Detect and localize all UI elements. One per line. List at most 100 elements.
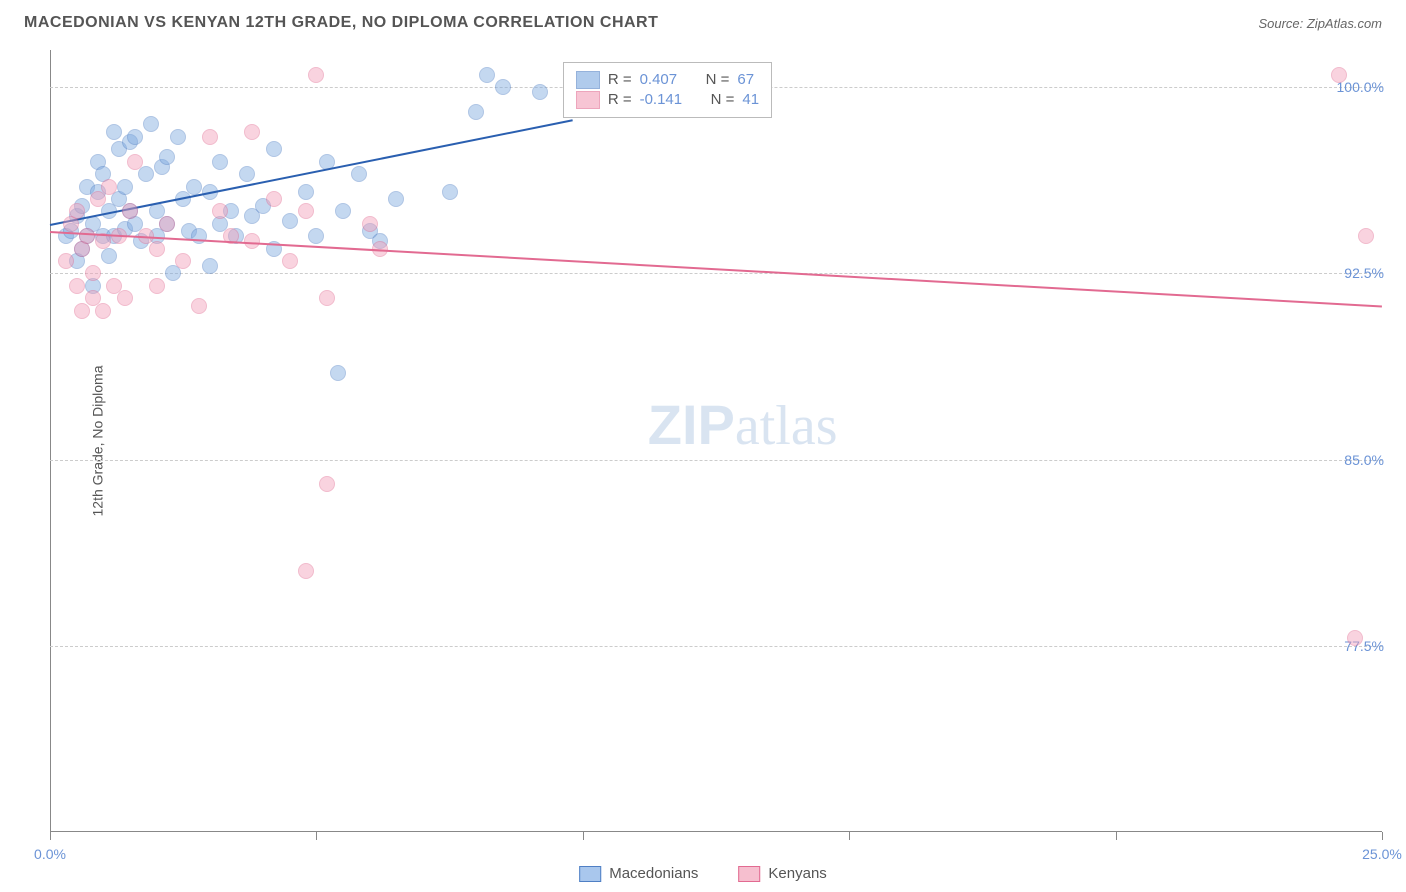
stats-legend-row: R = -0.141 N = 41: [576, 91, 759, 109]
scatter-point: [202, 258, 218, 274]
watermark-light: atlas: [735, 395, 838, 457]
legend-r-value: -0.141: [640, 91, 683, 108]
scatter-point: [388, 191, 404, 207]
grid-line: [50, 646, 1382, 647]
y-axis-line: [50, 50, 51, 832]
x-tick-label: 25.0%: [1362, 846, 1402, 862]
scatter-point: [330, 365, 346, 381]
scatter-point: [101, 179, 117, 195]
y-tick-label: 92.5%: [1344, 265, 1384, 281]
scatter-point: [212, 203, 228, 219]
chart-container: MACEDONIAN VS KENYAN 12TH GRADE, NO DIPL…: [0, 0, 1406, 892]
scatter-point: [495, 79, 511, 95]
scatter-point: [127, 154, 143, 170]
legend-r-value: 0.407: [640, 71, 678, 88]
legend-n-value: 41: [742, 91, 759, 108]
scatter-point: [308, 228, 324, 244]
scatter-point: [468, 104, 484, 120]
source-label: Source: ZipAtlas.com: [1258, 16, 1382, 31]
scatter-point: [170, 129, 186, 145]
scatter-point: [58, 253, 74, 269]
y-tick-label: 100.0%: [1337, 79, 1384, 95]
y-tick-label: 85.0%: [1344, 452, 1384, 468]
scatter-point: [191, 298, 207, 314]
x-tick: [849, 832, 850, 840]
legend-swatch: [576, 71, 600, 89]
scatter-point: [138, 166, 154, 182]
scatter-point: [298, 203, 314, 219]
scatter-point: [335, 203, 351, 219]
scatter-point: [101, 248, 117, 264]
scatter-point: [442, 184, 458, 200]
scatter-point: [479, 67, 495, 83]
plot-area: ZIPatlas 77.5%85.0%92.5%100.0%0.0%25.0%R…: [50, 50, 1382, 832]
scatter-point: [298, 563, 314, 579]
scatter-point: [202, 129, 218, 145]
scatter-point: [532, 84, 548, 100]
legend-n-label: N =: [706, 71, 730, 88]
x-tick: [1382, 832, 1383, 840]
scatter-point: [362, 216, 378, 232]
scatter-point: [298, 184, 314, 200]
bottom-legend-item: Macedonians: [579, 865, 698, 882]
scatter-point: [159, 216, 175, 232]
legend-r-label: R =: [608, 91, 632, 108]
legend-label: Macedonians: [609, 865, 698, 882]
scatter-point: [85, 265, 101, 281]
regression-line: [50, 231, 1382, 307]
x-axis-line: [50, 831, 1382, 832]
scatter-point: [1358, 228, 1374, 244]
scatter-point: [106, 124, 122, 140]
legend-r-label: R =: [608, 71, 632, 88]
legend-n-value: 67: [737, 71, 754, 88]
scatter-point: [143, 116, 159, 132]
legend-n-label: N =: [711, 91, 735, 108]
scatter-point: [244, 124, 260, 140]
chart-title: MACEDONIAN VS KENYAN 12TH GRADE, NO DIPL…: [24, 14, 658, 32]
scatter-point: [1347, 630, 1363, 646]
x-tick: [316, 832, 317, 840]
scatter-point: [1331, 67, 1347, 83]
legend-swatch: [576, 91, 600, 109]
grid-line: [50, 460, 1382, 461]
scatter-point: [159, 149, 175, 165]
legend-swatch: [738, 866, 760, 882]
scatter-point: [79, 228, 95, 244]
scatter-point: [351, 166, 367, 182]
bottom-legend-item: Kenyans: [738, 865, 826, 882]
scatter-point: [191, 228, 207, 244]
stats-legend: R = 0.407 N = 67R = -0.141 N = 41: [563, 62, 772, 118]
scatter-point: [266, 141, 282, 157]
scatter-point: [95, 303, 111, 319]
scatter-point: [239, 166, 255, 182]
scatter-point: [308, 67, 324, 83]
watermark: ZIPatlas: [648, 392, 838, 458]
scatter-point: [212, 154, 228, 170]
x-tick: [1116, 832, 1117, 840]
scatter-point: [149, 278, 165, 294]
scatter-point: [69, 203, 85, 219]
grid-line: [50, 273, 1382, 274]
bottom-legend: Macedonians Kenyans: [579, 865, 827, 882]
scatter-point: [117, 290, 133, 306]
scatter-point: [117, 179, 133, 195]
scatter-point: [186, 179, 202, 195]
stats-legend-row: R = 0.407 N = 67: [576, 71, 759, 89]
scatter-point: [282, 253, 298, 269]
scatter-point: [122, 203, 138, 219]
scatter-point: [175, 253, 191, 269]
header: MACEDONIAN VS KENYAN 12TH GRADE, NO DIPL…: [0, 0, 1406, 42]
x-tick: [583, 832, 584, 840]
chart-area: 12th Grade, No Diploma ZIPatlas 77.5%85.…: [50, 50, 1382, 832]
scatter-point: [266, 191, 282, 207]
x-tick: [50, 832, 51, 840]
x-tick-label: 0.0%: [34, 846, 66, 862]
scatter-point: [69, 278, 85, 294]
scatter-point: [319, 476, 335, 492]
legend-label: Kenyans: [768, 865, 826, 882]
scatter-point: [127, 129, 143, 145]
legend-swatch: [579, 866, 601, 882]
scatter-point: [319, 290, 335, 306]
watermark-bold: ZIP: [648, 393, 735, 456]
scatter-point: [282, 213, 298, 229]
